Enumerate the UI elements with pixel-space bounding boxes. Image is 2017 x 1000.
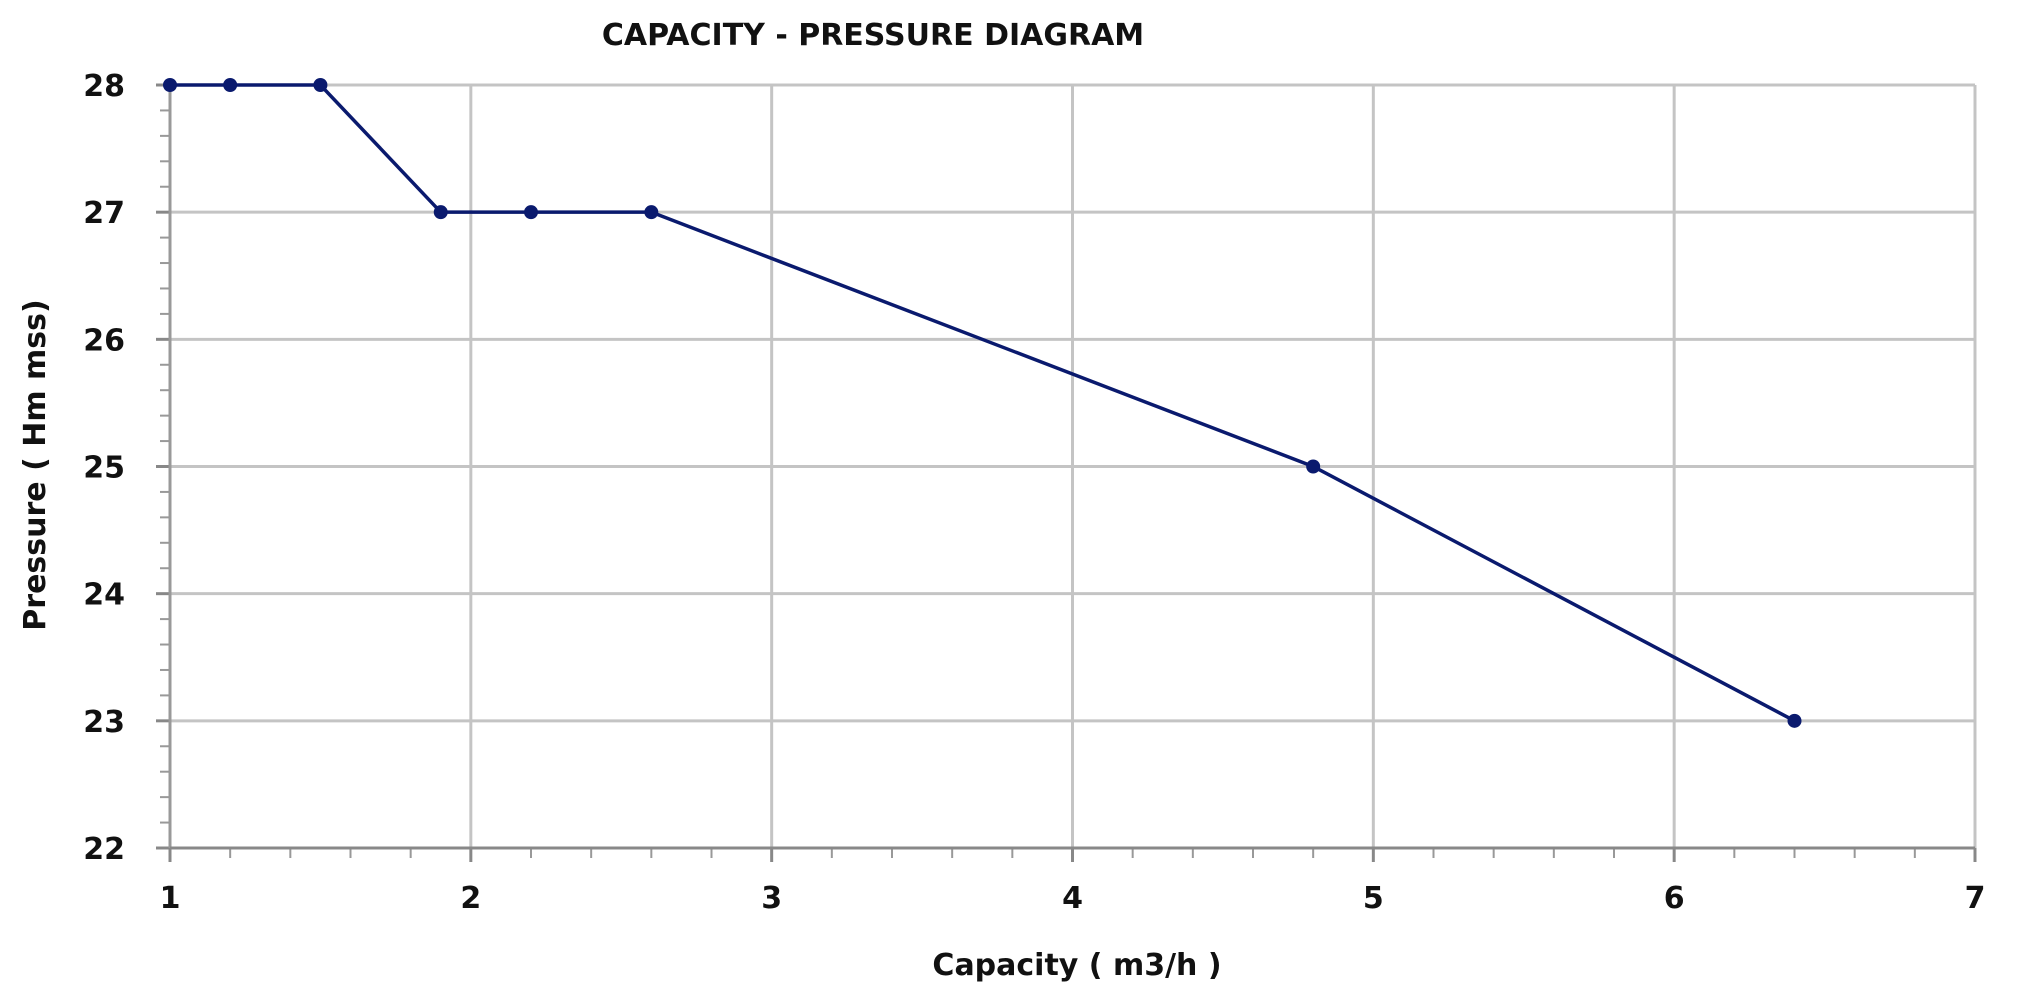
x-tick-label: 4 [1062,881,1083,916]
x-tick-label: 2 [460,881,481,916]
x-tick-label: 5 [1363,881,1384,916]
y-tick-label: 23 [83,705,125,740]
y-tick-label: 25 [83,451,125,486]
x-tick-label: 1 [160,881,181,916]
y-tick-label: 26 [83,323,125,358]
series-line [170,83,1796,723]
data-point [524,205,538,220]
axes [156,83,1977,862]
grid [170,83,1977,848]
y-axis-label: Pressure ( Hm mss) [18,299,53,630]
y-tick-label: 28 [83,69,125,104]
y-tick-label: 27 [83,196,125,231]
chart-title: CAPACITY - PRESSURE DIAGRAM [602,18,1144,53]
data-point [1306,459,1321,474]
x-tick-label: 6 [1664,881,1685,916]
data-point [433,205,448,220]
data-point [644,205,659,220]
x-tick-label: 3 [761,881,782,916]
data-series [163,78,1802,728]
x-tick-label: 7 [1965,881,1986,916]
data-point [313,78,328,92]
data-point [1787,713,1802,728]
data-point [223,78,238,92]
y-tick-label: 24 [83,578,125,613]
y-tick-label: 22 [83,832,125,867]
x-axis-label: Capacity ( m3/h ) [932,948,1221,983]
data-point [163,78,177,92]
